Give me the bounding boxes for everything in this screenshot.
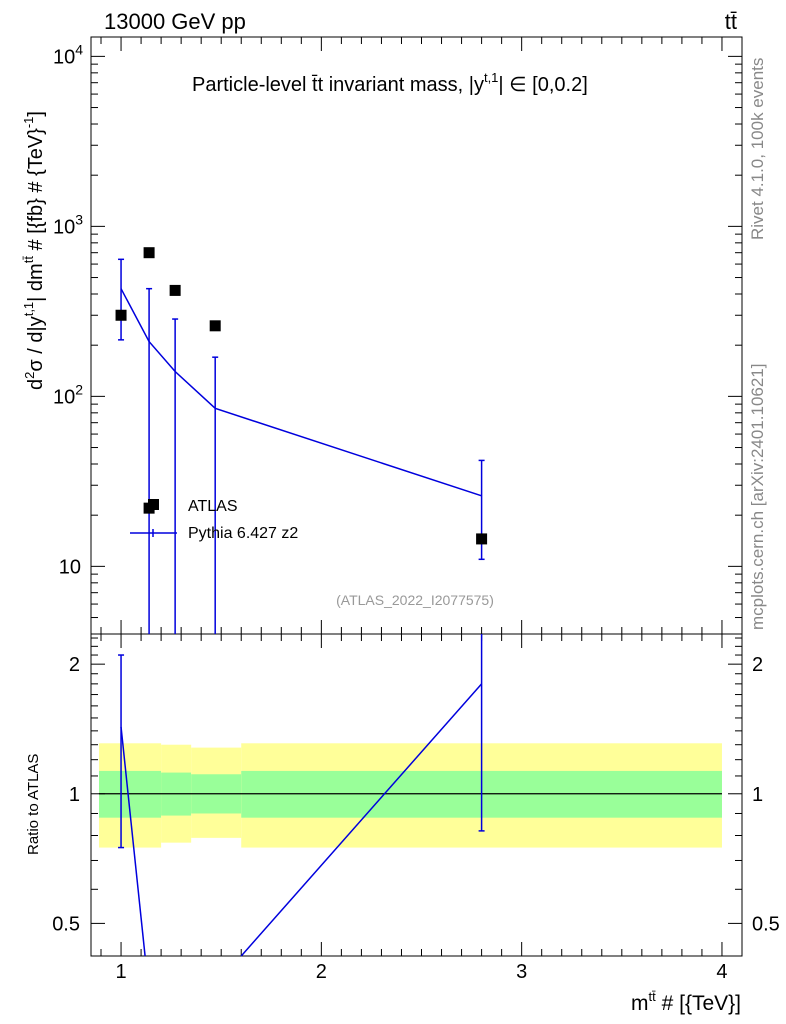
ratio-line-0 <box>120 726 146 957</box>
ratio-tick-label-right: 0.5 <box>752 913 780 935</box>
ratio-frame <box>90 633 743 957</box>
mcplots-label: mcplots.cern.ch [arXiv:2401.10621] <box>748 364 767 630</box>
ratio-tick-label-right: 2 <box>752 654 763 676</box>
header-right: tt̄ <box>725 9 737 34</box>
legend: ATLAS Pythia 6.427 z2 <box>130 498 298 542</box>
y-tick-label: 104 <box>53 41 83 68</box>
x-tick-label: 2 <box>316 961 327 983</box>
atlas-point-3 <box>169 284 181 296</box>
main-ylabel: d2σ / d|yt,1| dmtt̄ # [{fb} # {TeV}-1] <box>21 111 47 390</box>
x-tick-label: 3 <box>516 961 527 983</box>
y-tick-label: 102 <box>53 381 83 408</box>
ratio-tick-label: 1 <box>69 784 80 806</box>
ratio-axis-ticks: 0.5 0.5 1 1 2 2 <box>52 637 780 935</box>
ratio-tick-label: 2 <box>69 654 80 676</box>
plot-title: Particle-level t̄t invariant mass, |yt,1… <box>192 70 588 96</box>
legend-label-atlas: ATLAS <box>188 498 238 515</box>
legend-label-pythia: Pythia 6.427 z2 <box>188 525 298 542</box>
x-tick-label: 4 <box>716 961 727 983</box>
rivet-label: Rivet 4.1.0, 100k events <box>748 58 767 240</box>
y-tick-label: 10 <box>59 556 81 578</box>
analysis-watermark: (ATLAS_2022_I2077575) <box>336 592 494 608</box>
xlabel: mtt̄ # [{TeV}] <box>631 989 741 1015</box>
y-tick-label: 103 <box>53 211 83 238</box>
atlas-point-0 <box>115 309 127 321</box>
atlas-point-5 <box>476 533 488 545</box>
atlas-point-2 <box>143 247 155 259</box>
ratio-series <box>118 634 485 957</box>
main-axis-ticks: 10 102 103 104 1 2 3 4 <box>53 37 742 983</box>
ratio-tick-label-right: 1 <box>752 784 763 806</box>
legend-marker-atlas <box>148 499 159 510</box>
ratio-ylabel: Ratio to ATLAS <box>25 754 42 855</box>
atlas-point-4 <box>209 320 221 332</box>
main-series <box>115 247 488 634</box>
header-left: 13000 GeV pp <box>104 9 246 34</box>
main-frame <box>90 36 743 635</box>
ratio-tick-label: 0.5 <box>52 913 80 935</box>
ratio-line-1 <box>240 683 483 957</box>
x-tick-label: 1 <box>115 961 126 983</box>
ratio-bands <box>99 743 722 848</box>
